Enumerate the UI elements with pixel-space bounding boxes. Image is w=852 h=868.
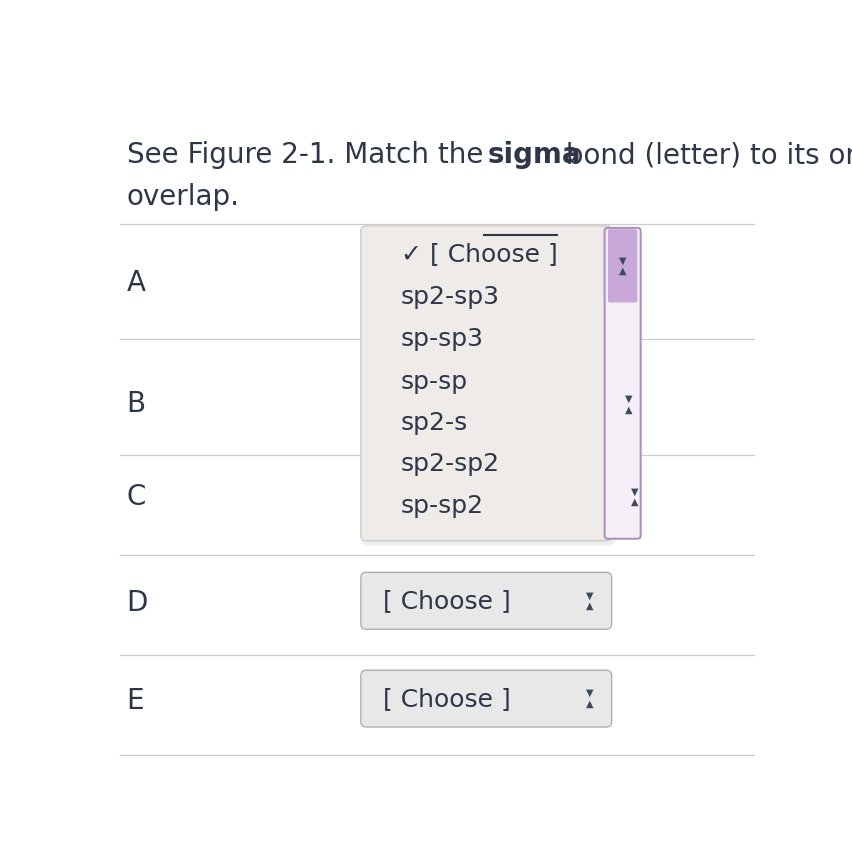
FancyBboxPatch shape [361, 226, 612, 541]
Text: sp2-s: sp2-s [401, 411, 469, 435]
Text: ▲: ▲ [625, 404, 632, 415]
Text: sp-sp3: sp-sp3 [401, 327, 484, 352]
Text: A: A [127, 269, 146, 297]
Text: ▲: ▲ [631, 497, 639, 507]
Text: ▲: ▲ [585, 699, 593, 709]
Text: ▼: ▼ [585, 688, 593, 698]
Text: B: B [127, 391, 146, 418]
FancyBboxPatch shape [608, 229, 637, 303]
Text: [ Choose ]: [ Choose ] [383, 687, 511, 711]
Text: ▲: ▲ [585, 602, 593, 611]
Text: overlap.: overlap. [127, 183, 239, 212]
Text: ▼: ▼ [625, 394, 632, 404]
Text: sp2-sp2: sp2-sp2 [401, 452, 500, 476]
Text: bond (letter) to its orbital: bond (letter) to its orbital [557, 141, 852, 169]
FancyBboxPatch shape [361, 572, 612, 629]
Text: ▼: ▼ [585, 590, 593, 601]
Text: ▼: ▼ [631, 486, 639, 496]
FancyBboxPatch shape [375, 477, 610, 516]
Text: sp-sp: sp-sp [401, 370, 468, 394]
Text: sp-sp2: sp-sp2 [401, 495, 484, 518]
FancyBboxPatch shape [369, 380, 610, 419]
FancyBboxPatch shape [361, 228, 615, 545]
Text: sigma: sigma [487, 141, 581, 169]
FancyBboxPatch shape [361, 670, 612, 727]
FancyBboxPatch shape [605, 228, 641, 539]
Text: See Figure 2-1. Match the: See Figure 2-1. Match the [127, 141, 492, 169]
Text: sp2-sp3: sp2-sp3 [401, 285, 500, 309]
Text: ▼: ▼ [619, 255, 626, 266]
Text: C: C [127, 483, 146, 511]
Text: ✓ [ Choose ]: ✓ [ Choose ] [401, 242, 558, 266]
Text: [ Choose ]: [ Choose ] [383, 589, 511, 613]
Text: E: E [127, 687, 144, 715]
Text: ▲: ▲ [619, 266, 626, 276]
Text: D: D [127, 589, 148, 617]
